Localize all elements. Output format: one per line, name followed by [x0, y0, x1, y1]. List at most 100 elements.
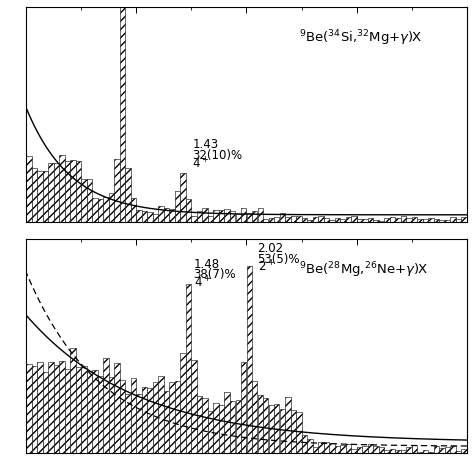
Bar	[98, 199, 103, 221]
Bar	[54, 163, 59, 221]
Bar	[114, 363, 120, 453]
Bar	[32, 168, 37, 221]
Bar	[219, 405, 224, 453]
Bar	[70, 160, 76, 221]
Bar	[43, 372, 48, 453]
Bar	[263, 219, 268, 221]
Bar	[164, 391, 169, 453]
Bar	[191, 216, 197, 221]
Bar	[98, 376, 103, 453]
Bar	[181, 353, 186, 453]
Bar	[384, 450, 390, 453]
Bar	[208, 216, 213, 221]
Text: $^{9}$Be($^{34}$Si,$^{32}$Mg+$\gamma$)X: $^{9}$Be($^{34}$Si,$^{32}$Mg+$\gamma$)X	[300, 28, 423, 48]
Bar	[202, 208, 208, 221]
Bar	[384, 218, 390, 221]
Bar	[461, 217, 467, 221]
Bar	[257, 395, 263, 453]
Bar	[246, 213, 252, 221]
Bar	[103, 197, 109, 221]
Bar	[236, 400, 241, 453]
Bar	[120, 5, 125, 221]
Bar	[109, 193, 114, 221]
Bar	[285, 397, 291, 453]
Bar	[43, 170, 48, 221]
Bar	[423, 219, 428, 221]
Bar	[236, 214, 241, 221]
Bar	[87, 178, 92, 221]
Bar	[175, 381, 180, 453]
Bar	[329, 220, 335, 221]
Bar	[241, 209, 246, 221]
Bar	[37, 171, 43, 221]
Text: $^{9}$Be($^{28}$Mg,$^{26}$Ne+$\gamma$)X: $^{9}$Be($^{28}$Mg,$^{26}$Ne+$\gamma$)X	[300, 260, 429, 280]
Bar	[26, 364, 32, 453]
Bar	[346, 444, 351, 453]
Bar	[32, 366, 37, 453]
Bar	[379, 447, 384, 453]
Bar	[120, 379, 125, 453]
Bar	[445, 220, 450, 221]
Bar	[390, 217, 395, 221]
Text: 4$^+$: 4$^+$	[192, 156, 210, 171]
Bar	[197, 396, 202, 453]
Bar	[368, 218, 373, 221]
Bar	[59, 155, 64, 221]
Bar	[169, 209, 175, 221]
Text: 2.02: 2.02	[257, 242, 283, 255]
Bar	[351, 216, 356, 221]
Bar	[395, 450, 401, 453]
Bar	[197, 211, 202, 221]
Bar	[324, 218, 329, 221]
Bar	[379, 220, 384, 221]
Bar	[357, 219, 362, 221]
Bar	[70, 347, 76, 453]
Bar	[230, 401, 236, 453]
Bar	[202, 398, 208, 453]
Bar	[450, 217, 456, 221]
Bar	[87, 371, 92, 453]
Bar	[412, 446, 417, 453]
Bar	[373, 220, 379, 221]
Bar	[439, 220, 445, 221]
Bar	[137, 394, 142, 453]
Bar	[92, 198, 98, 221]
Bar	[181, 173, 186, 221]
Bar	[401, 449, 406, 453]
Bar	[280, 409, 285, 453]
Bar	[340, 445, 346, 453]
Bar	[225, 209, 230, 221]
Bar	[357, 447, 362, 453]
Bar	[296, 216, 301, 221]
Bar	[153, 382, 158, 453]
Bar	[406, 447, 412, 453]
Bar	[76, 161, 81, 221]
Bar	[445, 447, 450, 453]
Bar	[423, 450, 428, 453]
Text: 53(5)%: 53(5)%	[257, 253, 300, 266]
Bar	[301, 218, 307, 221]
Bar	[225, 392, 230, 453]
Bar	[81, 366, 87, 453]
Text: 1.43: 1.43	[192, 138, 219, 151]
Bar	[269, 405, 274, 453]
Bar	[252, 211, 257, 221]
Bar	[137, 211, 142, 221]
Bar	[64, 161, 70, 221]
Bar	[412, 217, 417, 221]
Bar	[54, 365, 59, 453]
Bar	[274, 217, 280, 221]
Bar	[269, 218, 274, 221]
Bar	[417, 452, 423, 453]
Text: 32(10)%: 32(10)%	[192, 149, 243, 162]
Bar	[92, 370, 98, 453]
Bar	[428, 218, 434, 221]
Bar	[219, 210, 224, 221]
Bar	[318, 216, 324, 221]
Bar	[318, 442, 324, 453]
Bar	[109, 377, 114, 453]
Bar	[64, 369, 70, 453]
Bar	[103, 358, 109, 453]
Bar	[147, 212, 153, 221]
Bar	[252, 381, 257, 453]
